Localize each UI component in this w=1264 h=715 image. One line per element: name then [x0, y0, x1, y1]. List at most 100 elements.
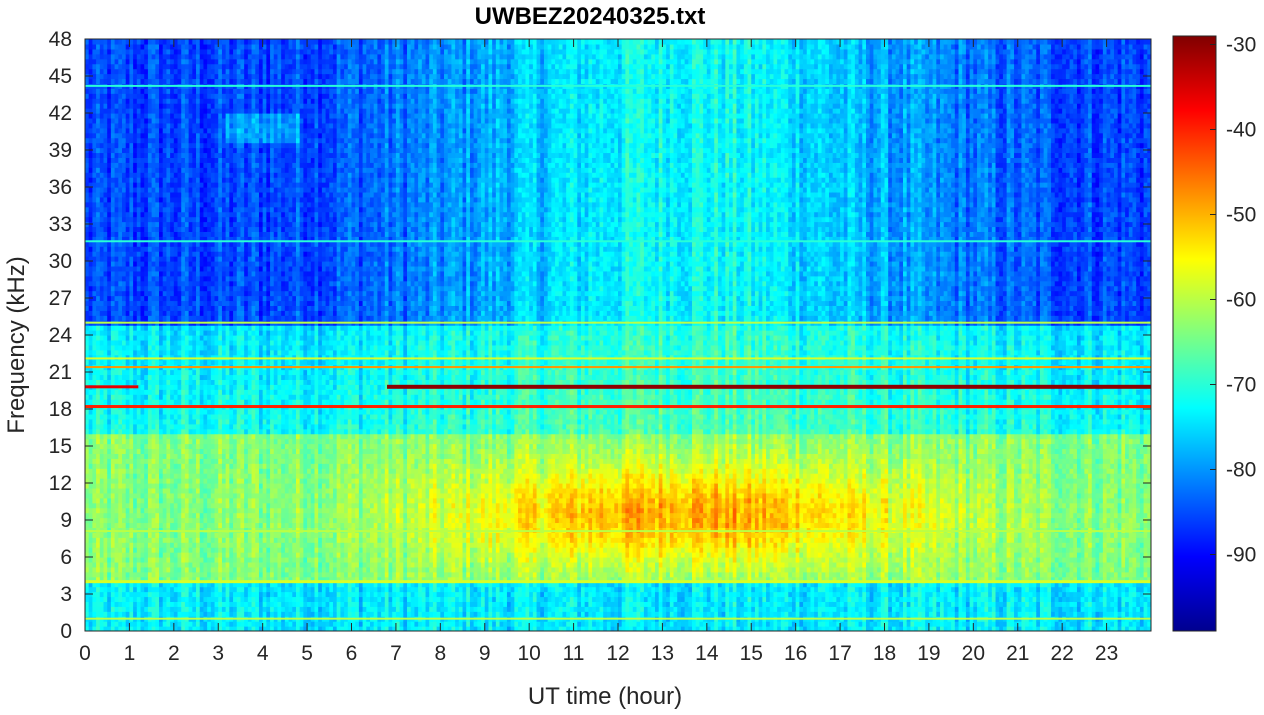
- heatmap-cell: [129, 103, 134, 109]
- heatmap-cell: [233, 265, 238, 272]
- heatmap-cell: [170, 246, 175, 252]
- heatmap-cell: [125, 142, 131, 149]
- heatmap-cell: [221, 517, 227, 524]
- heatmap-cell: [203, 137, 208, 144]
- heatmap-cell: [103, 463, 108, 469]
- heatmap-cell: [144, 596, 149, 602]
- heatmap-cell: [155, 576, 160, 583]
- heatmap-cell: [159, 280, 164, 287]
- heatmap-cell: [136, 586, 142, 593]
- heatmap-cell: [225, 571, 230, 578]
- heatmap-cell: [207, 532, 212, 538]
- heatmap-cell: [88, 137, 93, 144]
- heatmap-cell: [170, 428, 175, 435]
- heatmap-cell: [184, 236, 190, 242]
- heatmap-cell: [96, 601, 101, 607]
- heatmap-cell: [114, 532, 119, 538]
- heatmap-cell: [207, 463, 212, 469]
- heatmap-cell: [173, 290, 179, 297]
- heatmap-cell: [125, 93, 131, 99]
- heatmap-cell: [125, 369, 131, 376]
- heatmap-cell: [170, 409, 175, 415]
- heatmap-cell: [188, 48, 193, 55]
- heatmap-cell: [155, 359, 160, 366]
- heatmap-cell: [196, 606, 201, 612]
- heatmap-cell: [125, 315, 131, 321]
- heatmap-cell: [162, 428, 168, 435]
- heatmap-cell: [118, 122, 123, 129]
- heatmap-cell: [181, 463, 186, 469]
- heatmap-cell: [184, 413, 190, 420]
- heatmap-cell: [125, 108, 131, 114]
- heatmap-cell: [210, 122, 216, 129]
- heatmap-cell: [229, 221, 234, 228]
- heatmap-cell: [196, 394, 201, 400]
- heatmap-cell: [203, 349, 208, 356]
- heatmap-cell: [181, 98, 186, 104]
- heatmap-cell: [218, 487, 223, 494]
- heatmap-cell: [140, 542, 145, 548]
- heatmap-cell: [147, 113, 153, 119]
- heatmap-cell: [136, 265, 142, 272]
- heatmap-cell: [162, 98, 168, 104]
- heatmap-cell: [199, 295, 205, 302]
- heatmap-cell: [151, 428, 156, 435]
- heatmap-cell: [196, 512, 201, 519]
- heatmap-cell: [233, 241, 238, 247]
- heatmap-cell: [110, 413, 116, 420]
- heatmap-cell: [110, 468, 116, 474]
- heatmap-cell: [107, 39, 112, 45]
- heatmap-cell: [85, 596, 90, 602]
- heatmap-cell: [233, 399, 238, 405]
- heatmap-cell: [107, 428, 112, 435]
- heatmap-cell: [118, 167, 123, 173]
- heatmap-cell: [147, 339, 153, 346]
- heatmap-cell: [184, 601, 190, 607]
- heatmap-cell: [92, 532, 97, 538]
- heatmap-cell: [229, 78, 234, 84]
- heatmap-cell: [233, 369, 238, 376]
- heatmap-cell: [214, 626, 219, 631]
- heatmap-cell: [159, 557, 164, 563]
- heatmap-cell: [129, 211, 134, 218]
- heatmap-cell: [140, 236, 145, 242]
- heatmap-cell: [140, 167, 145, 173]
- heatmap-cell: [170, 438, 175, 445]
- heatmap-cell: [118, 369, 123, 376]
- heatmap-cell: [162, 113, 168, 119]
- heatmap-cell: [114, 241, 119, 247]
- heatmap-cell: [129, 48, 134, 55]
- heatmap-cell: [99, 265, 105, 272]
- heatmap-cell: [103, 261, 108, 267]
- heatmap-cell: [118, 162, 123, 168]
- heatmap-cell: [151, 53, 156, 60]
- heatmap-cell: [170, 251, 175, 257]
- heatmap-cell: [218, 389, 223, 395]
- heatmap-cell: [144, 211, 149, 218]
- heatmap-cell: [151, 517, 156, 524]
- heatmap-cell: [203, 522, 208, 528]
- heatmap-cell: [118, 344, 123, 351]
- heatmap-cell: [136, 492, 142, 499]
- heatmap-cell: [103, 379, 108, 385]
- heatmap-cell: [199, 532, 205, 538]
- heatmap-cell: [122, 113, 127, 119]
- heatmap-cell: [225, 127, 230, 134]
- heatmap-cell: [181, 246, 186, 252]
- heatmap-cell: [129, 251, 134, 257]
- heatmap-cell: [214, 201, 219, 208]
- heatmap-cell: [147, 68, 153, 75]
- heatmap-cell: [196, 177, 201, 183]
- heatmap-cell: [173, 552, 179, 558]
- heatmap-cell: [122, 256, 127, 262]
- heatmap-cell: [192, 275, 197, 282]
- heatmap-cell: [221, 285, 227, 292]
- heatmap-cell: [110, 211, 116, 218]
- heatmap-cell: [236, 473, 242, 479]
- heatmap-cell: [210, 265, 216, 272]
- heatmap-cell: [188, 191, 193, 198]
- heatmap-cell: [147, 344, 153, 351]
- heatmap-cell: [159, 621, 164, 627]
- heatmap-cell: [144, 413, 149, 420]
- heatmap-cell: [229, 226, 234, 232]
